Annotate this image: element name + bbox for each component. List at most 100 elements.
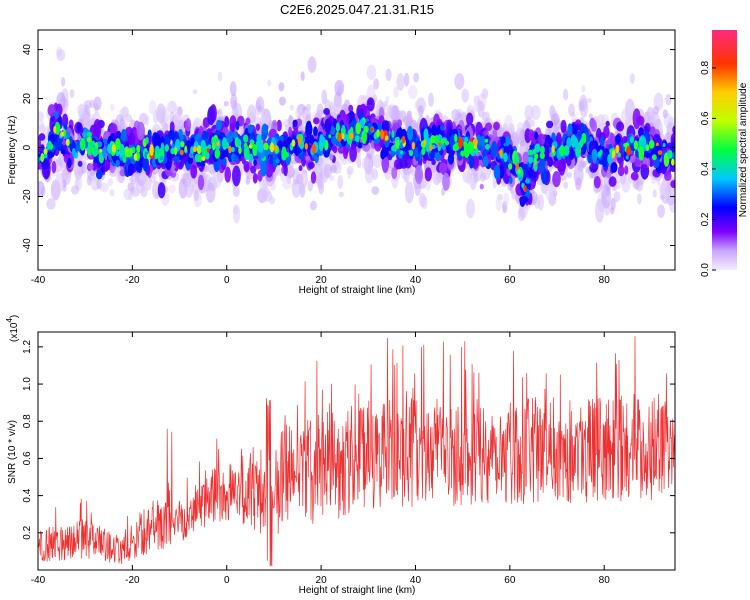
heatmap-cell (190, 137, 195, 145)
heatmap-cell (259, 113, 266, 126)
heatmap-cell (411, 141, 416, 150)
heatmap-cell (551, 113, 560, 126)
heatmap-cell (55, 172, 64, 194)
heatmap-cell (466, 198, 475, 219)
heatmap-cell (66, 130, 71, 139)
heatmap-cell (395, 139, 400, 148)
spectrogram-x-tick-label: -40 (31, 275, 46, 286)
heatmap-cell (610, 198, 616, 211)
heatmap-cell (460, 150, 466, 157)
heatmap-cell (537, 194, 545, 211)
heatmap-cell (366, 97, 375, 112)
heatmap-cell (671, 142, 675, 156)
heatmap-cell (193, 146, 197, 153)
heatmap-cell (527, 149, 534, 156)
heatmap-cell (431, 158, 436, 166)
heatmap-cell (129, 133, 136, 147)
heatmap-cell (559, 145, 565, 157)
heatmap-cell (366, 64, 377, 80)
heatmap-cell (525, 178, 530, 184)
heatmap-cell (493, 121, 500, 131)
heatmap-cell (291, 178, 301, 198)
heatmap-cell (499, 149, 503, 157)
heatmap-cell (659, 183, 666, 196)
heatmap-cell (197, 174, 205, 191)
heatmap-cell (579, 122, 585, 132)
heatmap-cell (396, 73, 405, 91)
heatmap-cell (503, 192, 510, 206)
colorbar-gradient (712, 30, 737, 270)
heatmap-cell (120, 129, 127, 142)
heatmap-cell (454, 133, 458, 143)
heatmap-cell (281, 146, 287, 161)
heatmap-cell (402, 115, 413, 127)
heatmap-cell (304, 143, 308, 150)
heatmap-cell (76, 104, 85, 115)
heatmap-cell (87, 131, 92, 137)
heatmap-cell (263, 142, 269, 151)
heatmap-cell (539, 156, 546, 174)
heatmap-cell (56, 49, 66, 61)
heatmap-cell (40, 152, 45, 163)
heatmap-cell (224, 166, 231, 183)
heatmap-cell (373, 78, 380, 90)
heatmap-cell (403, 72, 410, 87)
heatmap-cell (481, 88, 489, 100)
heatmap-cell (70, 185, 80, 195)
heatmap-cell (465, 172, 471, 185)
heatmap-cell (640, 136, 647, 149)
heatmap-cell (355, 135, 360, 143)
heatmap-cell (156, 103, 166, 123)
heatmap-cell (529, 144, 534, 150)
heatmap-cell (668, 150, 673, 159)
heatmap-cell (216, 141, 220, 146)
heatmap-cell (205, 151, 210, 160)
heatmap-cell (563, 181, 569, 189)
heatmap-cell (252, 144, 258, 157)
heatmap-cell (129, 176, 134, 183)
heatmap-cell (495, 196, 502, 212)
heatmap-cell (452, 144, 458, 152)
heatmap-cell (380, 129, 385, 140)
heatmap-cell (516, 122, 524, 131)
heatmap-cell (518, 176, 523, 181)
heatmap-cell (671, 158, 675, 166)
heatmap-cell (190, 146, 194, 155)
heatmap-cell (618, 152, 621, 158)
heatmap-cell (211, 142, 216, 151)
heatmap-cell (414, 147, 419, 158)
heatmap-cell (292, 148, 297, 154)
heatmap-cell (664, 171, 672, 181)
heatmap-cell (573, 164, 584, 186)
heatmap-cell (260, 159, 267, 177)
heatmap-cell (475, 147, 479, 155)
spectrogram-x-tick-label: 0 (224, 275, 230, 286)
spectrogram-x-tick-label: -20 (125, 275, 140, 286)
heatmap-cell (324, 118, 332, 134)
heatmap-cell (566, 172, 573, 178)
figure-title: C2E6.2025.047.21.31.R15 (280, 2, 434, 17)
heatmap-cell (401, 135, 406, 144)
heatmap-cell (408, 149, 414, 157)
heatmap-cell (110, 103, 115, 112)
heatmap-cell (157, 182, 166, 199)
heatmap-cell (547, 156, 553, 167)
heatmap-cell (334, 79, 345, 97)
heatmap-cell (107, 178, 114, 186)
heatmap-cell (149, 144, 154, 157)
heatmap-cell (279, 135, 284, 142)
heatmap-cell (479, 183, 484, 190)
heatmap-cell (413, 72, 420, 83)
heatmap-cell (337, 132, 342, 143)
heatmap-cell (444, 140, 450, 146)
heatmap-cell (629, 136, 635, 144)
heatmap-cell (407, 125, 414, 141)
heatmap-cell (346, 166, 354, 175)
heatmap-cell (593, 176, 601, 189)
heatmap-cell (205, 182, 216, 203)
heatmap-cell (269, 155, 274, 165)
heatmap-cell (568, 103, 575, 117)
heatmap-cell (323, 163, 332, 179)
heatmap-cell (276, 119, 282, 132)
